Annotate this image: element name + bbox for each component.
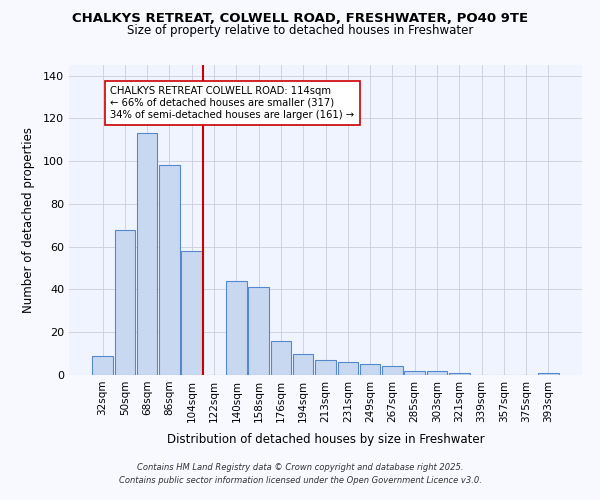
Bar xyxy=(315,360,336,375)
Text: CHALKYS RETREAT, COLWELL ROAD, FRESHWATER, PO40 9TE: CHALKYS RETREAT, COLWELL ROAD, FRESHWATE… xyxy=(72,12,528,26)
Bar xyxy=(226,281,247,375)
Bar xyxy=(181,251,202,375)
Bar xyxy=(293,354,313,375)
Bar xyxy=(248,288,269,375)
Bar xyxy=(271,341,291,375)
Text: Contains public sector information licensed under the Open Government Licence v3: Contains public sector information licen… xyxy=(119,476,481,485)
Text: Size of property relative to detached houses in Freshwater: Size of property relative to detached ho… xyxy=(127,24,473,37)
Bar xyxy=(404,370,425,375)
Bar xyxy=(427,370,447,375)
Bar xyxy=(449,373,470,375)
Text: Contains HM Land Registry data © Crown copyright and database right 2025.: Contains HM Land Registry data © Crown c… xyxy=(137,464,463,472)
Bar xyxy=(360,364,380,375)
Bar xyxy=(338,362,358,375)
Bar xyxy=(382,366,403,375)
Bar xyxy=(137,134,157,375)
Bar xyxy=(159,166,180,375)
Bar xyxy=(538,373,559,375)
Text: CHALKYS RETREAT COLWELL ROAD: 114sqm
← 66% of detached houses are smaller (317)
: CHALKYS RETREAT COLWELL ROAD: 114sqm ← 6… xyxy=(110,86,355,120)
Bar xyxy=(92,356,113,375)
X-axis label: Distribution of detached houses by size in Freshwater: Distribution of detached houses by size … xyxy=(167,433,484,446)
Y-axis label: Number of detached properties: Number of detached properties xyxy=(22,127,35,313)
Bar xyxy=(115,230,135,375)
